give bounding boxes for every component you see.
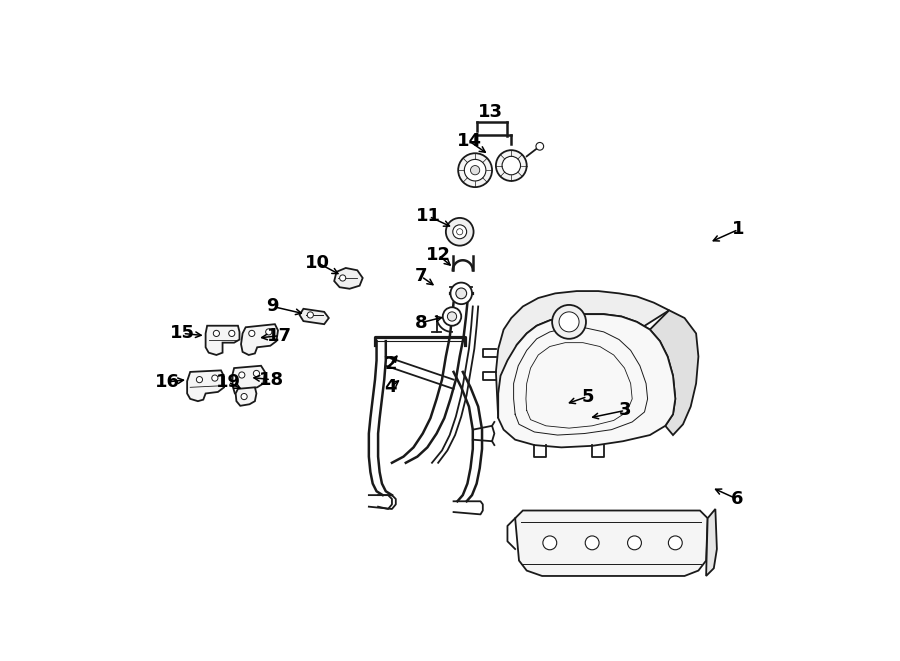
Circle shape [552, 305, 586, 339]
Text: 17: 17 [267, 327, 292, 345]
Polygon shape [496, 291, 669, 418]
Circle shape [443, 307, 461, 326]
Circle shape [248, 330, 255, 336]
Text: 1: 1 [733, 221, 744, 239]
Polygon shape [515, 510, 707, 576]
Circle shape [447, 312, 456, 321]
Text: 9: 9 [266, 297, 279, 315]
Circle shape [212, 375, 218, 381]
Polygon shape [499, 314, 675, 447]
Text: 7: 7 [415, 268, 428, 286]
Polygon shape [205, 326, 239, 355]
Text: 8: 8 [415, 313, 428, 332]
Text: 15: 15 [170, 325, 195, 342]
Polygon shape [650, 310, 698, 435]
Circle shape [543, 536, 557, 550]
Circle shape [456, 288, 466, 299]
Circle shape [502, 156, 520, 175]
Circle shape [229, 330, 235, 336]
Text: 18: 18 [258, 371, 284, 389]
Text: 6: 6 [731, 490, 743, 508]
Circle shape [213, 330, 220, 336]
Circle shape [451, 283, 472, 304]
Text: 3: 3 [619, 401, 632, 420]
Circle shape [471, 165, 480, 175]
Circle shape [536, 143, 544, 150]
Text: 19: 19 [215, 373, 240, 391]
Text: 4: 4 [384, 378, 397, 397]
Circle shape [453, 225, 466, 239]
Polygon shape [334, 268, 363, 289]
Text: 16: 16 [155, 373, 180, 391]
Text: 11: 11 [417, 208, 441, 225]
Polygon shape [300, 309, 328, 324]
Text: 5: 5 [581, 387, 594, 406]
Text: 12: 12 [426, 246, 451, 264]
Circle shape [196, 377, 202, 383]
Circle shape [241, 393, 248, 400]
Text: 10: 10 [305, 254, 329, 272]
Polygon shape [236, 387, 256, 406]
Circle shape [266, 329, 272, 335]
Circle shape [339, 275, 346, 281]
Circle shape [254, 370, 259, 377]
Circle shape [627, 536, 642, 550]
Circle shape [456, 229, 463, 235]
Polygon shape [706, 509, 717, 576]
Circle shape [496, 150, 526, 181]
Text: 2: 2 [384, 355, 397, 373]
Polygon shape [232, 366, 265, 397]
Circle shape [464, 159, 486, 181]
Circle shape [585, 536, 599, 550]
Circle shape [238, 372, 245, 378]
Polygon shape [187, 370, 224, 401]
Circle shape [669, 536, 682, 550]
Circle shape [458, 153, 492, 187]
Circle shape [446, 218, 473, 246]
Text: 13: 13 [478, 102, 503, 121]
Polygon shape [241, 324, 278, 355]
Circle shape [307, 312, 313, 318]
Circle shape [559, 312, 579, 332]
Text: 14: 14 [456, 132, 482, 150]
